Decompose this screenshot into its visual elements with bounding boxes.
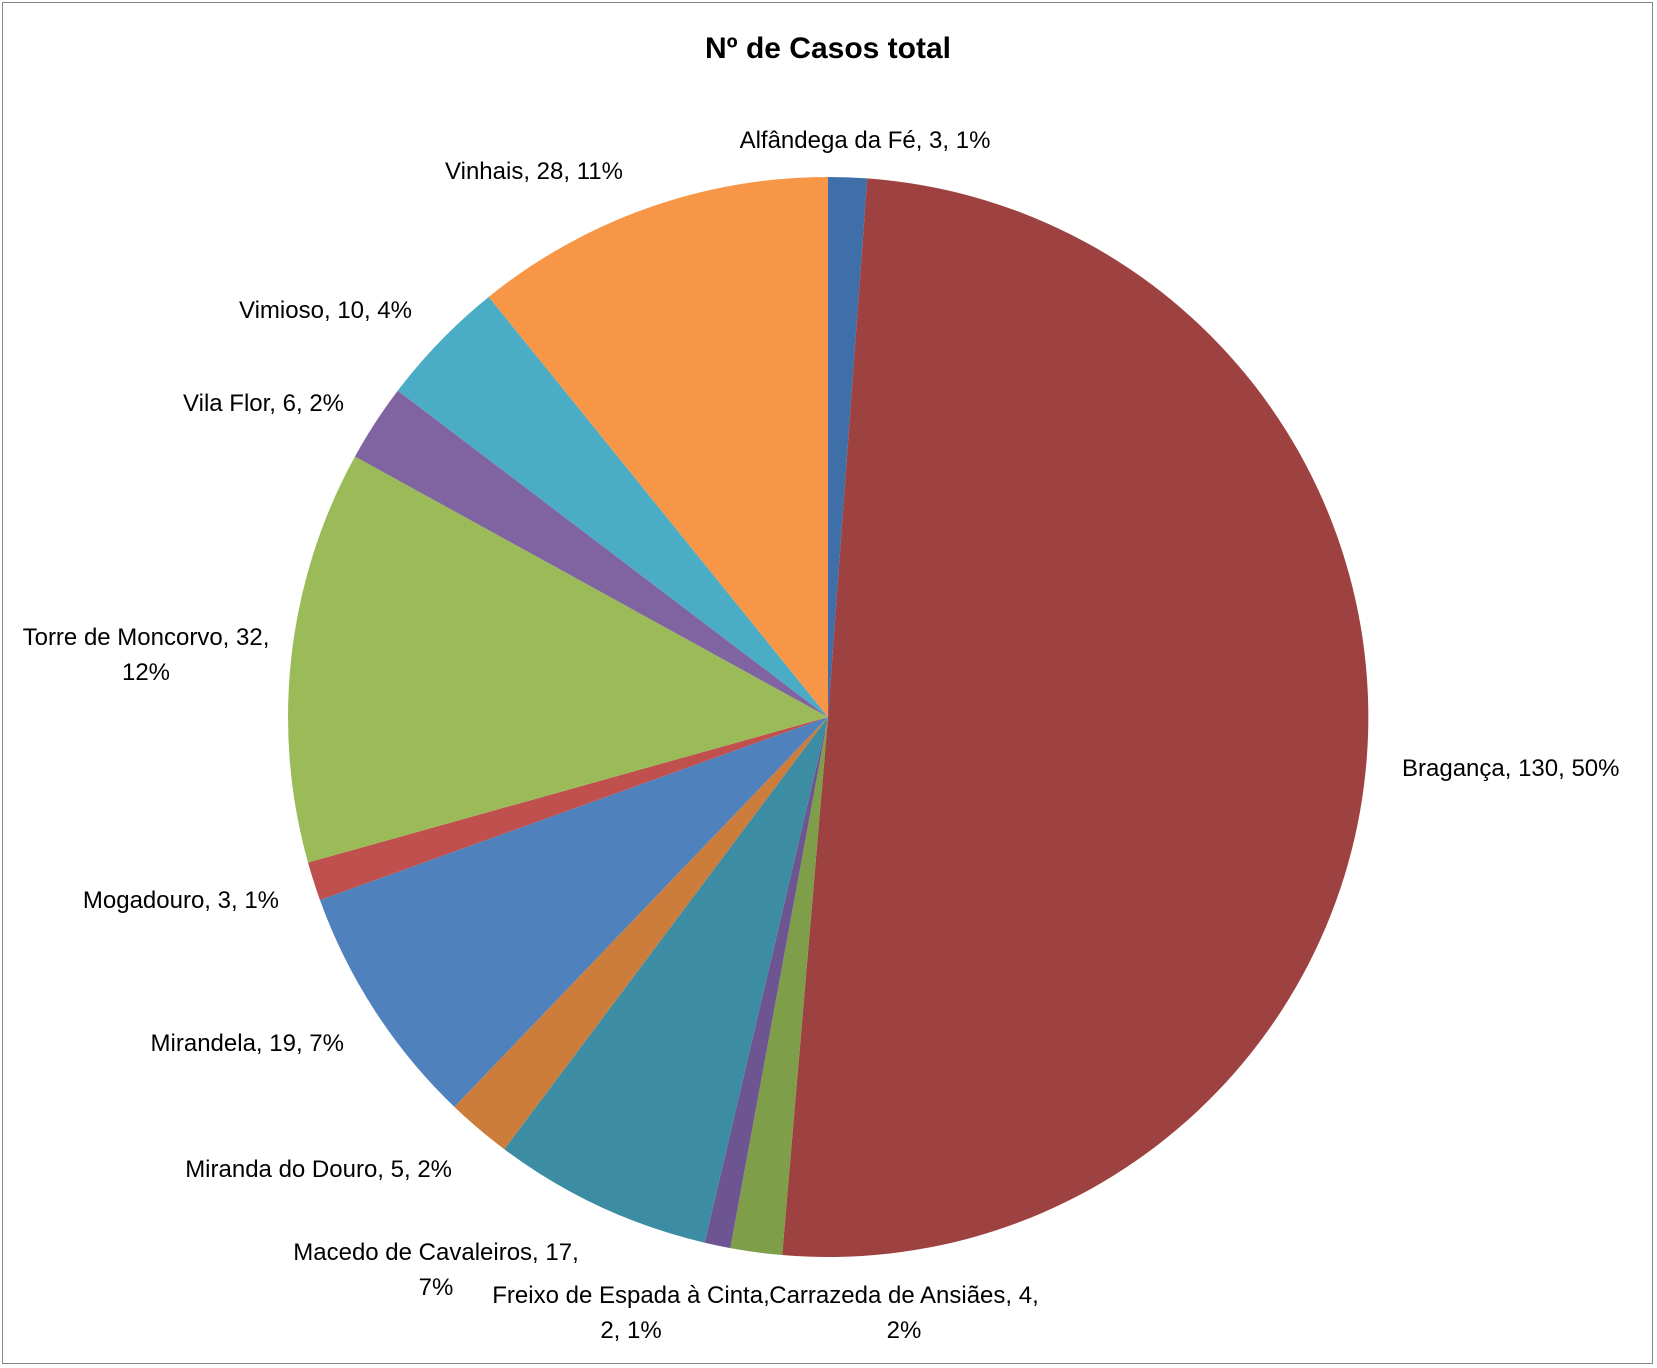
data-label-mogadouro: Mogadouro, 3, 1% xyxy=(83,887,279,914)
data-label-line: Macedo de Cavaleiros, 17, xyxy=(293,1239,579,1266)
data-label-vimioso: Vimioso, 10, 4% xyxy=(239,297,412,324)
pie-slice-carrazeda-de-ansiaes xyxy=(730,717,828,1256)
data-label-line: Vimioso, 10, 4% xyxy=(239,297,412,324)
pie-slice-mogadouro xyxy=(307,717,828,900)
data-label-alfandega-da-fe: Alfândega da Fé, 3, 1% xyxy=(740,127,991,154)
pie-slice-freixo-de-espada-a-cinta xyxy=(704,717,828,1249)
data-label-line: Mogadouro, 3, 1% xyxy=(83,887,279,914)
data-label-line: 12% xyxy=(122,659,170,686)
data-label-line: Freixo de Espada à Cinta, xyxy=(492,1282,770,1309)
data-label-torre-de-moncorvo: Torre de Moncorvo, 32, 12% xyxy=(23,624,270,686)
data-label-line: 2, 1% xyxy=(600,1317,661,1344)
pie-slice-braganca xyxy=(782,178,1369,1258)
pie-labels: Alfândega da Fé, 3, 1% Bragança, 130, 50%… xyxy=(23,127,1620,1344)
data-label-line: Alfândega da Fé, 3, 1% xyxy=(740,127,991,154)
pie-slice-miranda-do-douro xyxy=(454,717,828,1150)
data-label-carrazeda-de-ansiaes: Carrazeda de Ansiães, 4, 2% xyxy=(769,1282,1039,1344)
pie-slice-torre-de-moncorvo xyxy=(288,456,828,863)
pie-slice-mirandela xyxy=(319,717,828,1107)
pie-slice-vinhais xyxy=(488,177,828,717)
data-label-line: Miranda do Douro, 5, 2% xyxy=(185,1156,452,1183)
data-label-braganca: Bragança, 130, 50% xyxy=(1402,755,1620,782)
data-label-freixo-de-espada-a-cinta: Freixo de Espada à Cinta, 2, 1% xyxy=(492,1282,770,1344)
pie-slice-vimioso xyxy=(397,296,828,717)
pie-slices xyxy=(288,177,1369,1258)
data-label-line: Bragança, 130, 50% xyxy=(1402,755,1620,782)
data-label-line: Vinhais, 28, 11% xyxy=(445,158,623,185)
data-label-line: Vila Flor, 6, 2% xyxy=(183,390,344,417)
pie-slice-vila-flor xyxy=(354,390,828,717)
data-label-line: 2% xyxy=(887,1317,922,1344)
data-label-line: Mirandela, 19, 7% xyxy=(151,1030,344,1057)
data-label-vila-flor: Vila Flor, 6, 2% xyxy=(183,390,344,417)
data-label-line: Carrazeda de Ansiães, 4, xyxy=(769,1282,1039,1309)
data-label-line: Torre de Moncorvo, 32, xyxy=(23,624,270,651)
pie-slice-alfandega-da-fe xyxy=(828,177,868,717)
data-label-vinhais: Vinhais, 28, 11% xyxy=(445,158,623,185)
data-label-macedo-de-cavaleiros: Macedo de Cavaleiros, 17, 7% xyxy=(293,1239,579,1301)
chart-title: Nº de Casos total xyxy=(705,32,951,65)
data-label-miranda-do-douro: Miranda do Douro, 5, 2% xyxy=(185,1156,452,1183)
data-label-line: 7% xyxy=(419,1274,454,1301)
data-label-mirandela: Mirandela, 19, 7% xyxy=(151,1030,344,1057)
pie-slice-macedo-de-cavaleiros xyxy=(504,717,828,1243)
